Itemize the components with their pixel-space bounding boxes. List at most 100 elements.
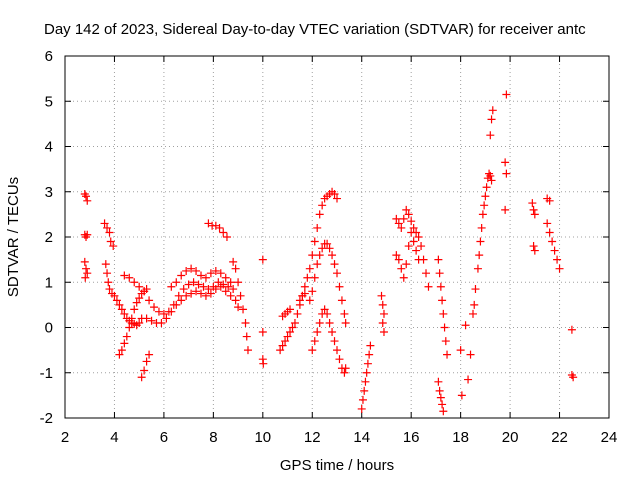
data-point (177, 296, 186, 305)
data-point (365, 350, 374, 359)
data-point (501, 205, 510, 214)
data-point (330, 260, 339, 269)
data-point (281, 337, 290, 346)
data-point (457, 391, 466, 400)
series-arc-9 (229, 257, 252, 355)
data-point (130, 305, 139, 314)
data-point (488, 106, 497, 115)
data-point (100, 219, 109, 228)
data-point (366, 341, 375, 350)
data-point (529, 205, 538, 214)
data-point (456, 346, 465, 355)
data-point (132, 298, 141, 307)
data-point (409, 237, 418, 246)
x-tick-label: 4 (110, 429, 118, 446)
data-point (409, 223, 418, 232)
data-point (529, 242, 538, 251)
data-point (378, 300, 387, 309)
data-point (310, 273, 319, 282)
data-point (242, 332, 251, 341)
data-point (407, 228, 416, 237)
data-point (341, 364, 350, 373)
series-arc-10 (258, 255, 268, 368)
data-point (528, 199, 537, 208)
x-tick-label: 14 (353, 429, 370, 446)
data-point (435, 269, 444, 278)
chart-title: Day 142 of 2023, Sidereal Day-to-day VTE… (44, 21, 586, 38)
data-point (440, 323, 449, 332)
data-point (80, 257, 89, 266)
series-arc-14 (308, 305, 350, 377)
data-point (214, 278, 223, 287)
data-point (486, 171, 495, 180)
data-point (103, 223, 112, 232)
series-arc-11 (276, 187, 341, 355)
data-point (120, 339, 129, 348)
data-point (333, 269, 341, 278)
data-point (417, 242, 426, 251)
data-point (226, 291, 235, 300)
data-point (221, 287, 230, 296)
data-point (135, 294, 144, 303)
data-point (216, 269, 225, 278)
data-point (140, 287, 149, 296)
data-point (145, 350, 154, 359)
data-point (192, 287, 201, 296)
x-tick-label: 18 (452, 429, 469, 446)
data-point (145, 296, 154, 305)
data-point (337, 296, 346, 305)
data-point (82, 192, 91, 201)
data-point (112, 296, 121, 305)
series-arc-19 (434, 255, 452, 359)
data-point (103, 269, 112, 278)
data-point (402, 260, 411, 269)
data-point (361, 377, 370, 386)
data-point (300, 289, 309, 298)
data-point (487, 176, 496, 185)
data-point (192, 266, 201, 275)
data-point (303, 273, 312, 282)
data-point (81, 273, 90, 282)
data-point (229, 257, 238, 266)
data-point (109, 242, 118, 251)
data-point (402, 205, 411, 214)
data-point (201, 273, 210, 282)
data-point (553, 255, 562, 264)
data-point (362, 368, 371, 377)
data-point (201, 291, 210, 300)
data-point (221, 273, 230, 282)
data-point (308, 287, 317, 296)
data-point (313, 223, 322, 232)
data-point (325, 244, 334, 253)
data-point (236, 291, 245, 300)
y-tick-label: -1 (40, 365, 53, 382)
series-arc-3 (115, 285, 151, 359)
data-point (313, 328, 322, 337)
data-point (115, 300, 124, 309)
series-arc-4 (120, 271, 238, 318)
data-point (392, 214, 401, 223)
data-point (436, 393, 445, 402)
data-point (122, 332, 131, 341)
data-point (226, 278, 235, 287)
data-point (293, 309, 302, 318)
data-point (199, 282, 208, 291)
data-point (179, 285, 188, 294)
data-point (404, 242, 413, 251)
data-point (224, 282, 233, 291)
y-tick-label: -2 (40, 410, 53, 427)
data-points (80, 90, 578, 416)
data-point (392, 251, 401, 260)
series-arc-23 (486, 90, 511, 214)
data-point (159, 309, 168, 318)
x-tick-label: 12 (304, 429, 321, 446)
data-point (475, 251, 484, 260)
data-point (106, 237, 115, 246)
data-point (328, 251, 337, 260)
data-point (83, 196, 92, 205)
data-point (216, 282, 225, 291)
series-arc-22 (473, 169, 496, 273)
data-point (182, 266, 191, 275)
data-point (234, 303, 243, 312)
data-point (300, 282, 309, 291)
